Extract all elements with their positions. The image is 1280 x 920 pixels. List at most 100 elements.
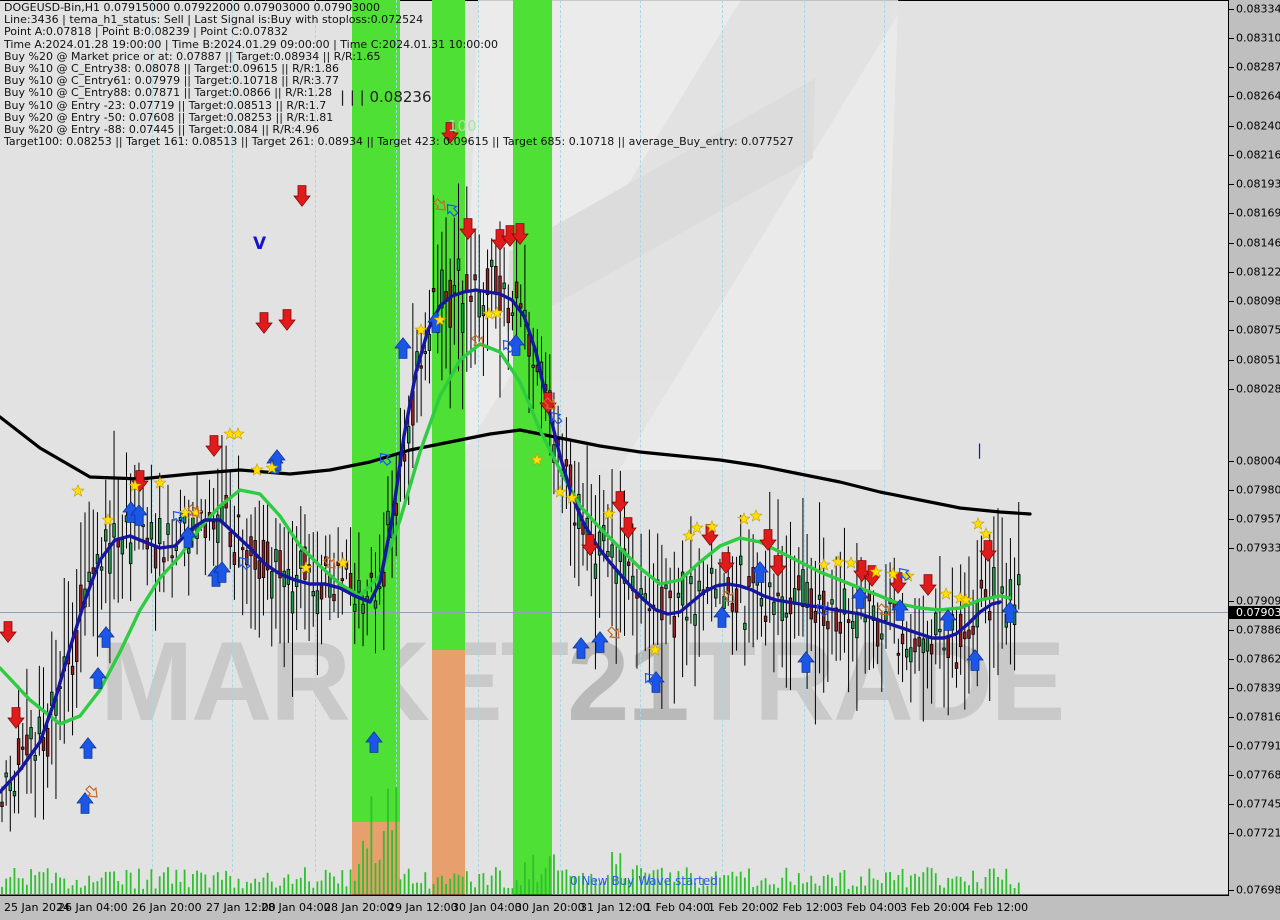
price-tick-19 [1229, 601, 1234, 602]
star-icon [953, 590, 967, 604]
price-tick-4 [1229, 96, 1234, 97]
hollow-arrow-icon [877, 603, 890, 616]
hollow-arrow-icon [323, 556, 336, 569]
price-label-15: 0.08004 [1236, 454, 1280, 468]
star-icon [648, 642, 662, 656]
hollow-arrow-icon [644, 672, 657, 687]
arrow-down-icon [511, 223, 529, 245]
time-label-9: 30 Jan 20:00 [515, 901, 585, 914]
arrow-up-icon [365, 731, 383, 753]
info-line-1: DOGEUSD-Bin,H1 0.07915000 0.07922000 0.0… [4, 1, 380, 14]
arrow-down-icon [501, 225, 519, 247]
hollow-arrow-icon [85, 785, 98, 798]
time-label-7: 29 Jan 12:00 [388, 901, 458, 914]
plot-bottom-border [0, 895, 1228, 896]
star-icon [682, 528, 696, 542]
hollow-arrow-icon [187, 504, 200, 517]
arrow-down-icon [205, 435, 223, 457]
arrow-down-icon [979, 540, 997, 562]
price-label-8: 0.08169 [1236, 206, 1280, 220]
price-tick-23 [1229, 717, 1234, 718]
arrow-up-icon [939, 609, 957, 631]
price-label-11: 0.08098 [1236, 294, 1280, 308]
price-label-6: 0.08216 [1236, 148, 1280, 162]
price-tick-17 [1229, 519, 1234, 520]
arrow-down-icon [919, 574, 937, 596]
arrow-up-icon [97, 626, 115, 648]
arrow-up-icon [213, 561, 231, 583]
star-icon [250, 462, 264, 476]
price-label-7: 0.08193 [1236, 177, 1280, 191]
chart-plot-area[interactable]: MARKET21TRADE | | | 0.08236 100 V | 0 New Bu… [0, 0, 1228, 896]
star-icon [979, 526, 993, 540]
ma-slow-black [0, 415, 1032, 516]
arrow-down-icon [769, 555, 787, 577]
price-label-23: 0.07816 [1236, 710, 1280, 724]
arrow-down-icon [459, 218, 477, 240]
time-axis[interactable]: 25 Jan 2024 26 Jan 04:00 26 Jan 20:00 27 Ja… [0, 896, 1280, 920]
hollow-arrow-icon [502, 339, 515, 354]
price-tick-7 [1229, 184, 1234, 185]
arrow-down-icon [293, 185, 311, 207]
price-label-28: 0.07698 [1236, 883, 1280, 897]
price-tick-25 [1229, 775, 1234, 776]
price-tick-10 [1229, 272, 1234, 273]
price-label-18: 0.07933 [1236, 541, 1280, 555]
price-label-20: 0.07886 [1236, 623, 1280, 637]
price-tick-9 [1229, 243, 1234, 244]
price-tick-11 [1229, 301, 1234, 302]
price-tick-5 [1229, 126, 1234, 127]
time-label-6: 28 Jan 20:00 [324, 901, 394, 914]
star-icon [959, 592, 973, 606]
hollow-arrow-icon [238, 556, 251, 571]
price-label-1: 0.08334 [1236, 2, 1280, 16]
price-tick-26 [1229, 804, 1234, 805]
info-line-9: Buy %10 @ Entry -23: 0.07719 || Target:0… [4, 98, 327, 112]
arrow-up-icon [76, 792, 94, 814]
star-icon [565, 490, 579, 504]
info-line-7: Buy %10 @ C_Entry61: 0.07979 || Target:0… [4, 74, 339, 88]
star-icon [433, 312, 447, 326]
price-tick-3 [1229, 67, 1234, 68]
price-tick-20 [1229, 630, 1234, 631]
arrow-up-icon [713, 606, 731, 628]
star-icon [869, 564, 883, 578]
price-axis[interactable]: 0.08334 0.08310 0.08287 0.08264 0.08240 0.082… [1228, 0, 1280, 897]
price-label-13: 0.08051 [1236, 353, 1280, 367]
info-line-4: Time A:2024.01.28 19:00:00 | Time B:2024… [4, 37, 498, 51]
star-icon [530, 452, 544, 466]
star-icon [153, 475, 167, 489]
star-icon [705, 519, 719, 533]
time-label-4: 27 Jan 12:00 [206, 901, 276, 914]
new-buy-wave-label: 0 New Buy Wave started [570, 874, 718, 888]
chart-info-header: DOGEUSD-Bin,H1 0.07915000 0.07922000 0.0… [4, 1, 794, 148]
arrow-up-icon [966, 649, 984, 671]
info-line-6: Buy %10 @ C_Entry38: 0.08078 || Target:0… [4, 61, 339, 75]
star-icon [128, 478, 142, 492]
time-label-11: 1 Feb 04:00 [645, 901, 711, 914]
arrow-down-icon [491, 229, 509, 251]
axis-corner-gutter [1228, 896, 1280, 920]
hollow-arrow-icon [722, 590, 735, 603]
star-icon [299, 560, 313, 574]
price-tick-28 [1229, 890, 1234, 891]
arrow-down-icon [255, 312, 273, 334]
arrow-down-icon [619, 517, 637, 539]
star-icon [817, 557, 831, 571]
price-label-2: 0.08310 [1236, 31, 1280, 45]
price-label-17: 0.07957 [1236, 512, 1280, 526]
star-icon [690, 520, 704, 534]
time-label-2: 26 Jan 04:00 [58, 901, 128, 914]
arrow-up-icon [394, 337, 412, 359]
time-label-10: 31 Jan 12:00 [580, 901, 650, 914]
arrow-down-icon [759, 529, 777, 551]
arrow-up-icon [179, 526, 197, 548]
arrow-up-icon [591, 631, 609, 653]
star-icon [178, 505, 192, 519]
ma-fast-blue [0, 288, 1002, 794]
arrow-up-icon [1001, 601, 1019, 623]
price-tick-6 [1229, 155, 1234, 156]
star-icon [737, 511, 751, 525]
star-icon [265, 460, 279, 474]
